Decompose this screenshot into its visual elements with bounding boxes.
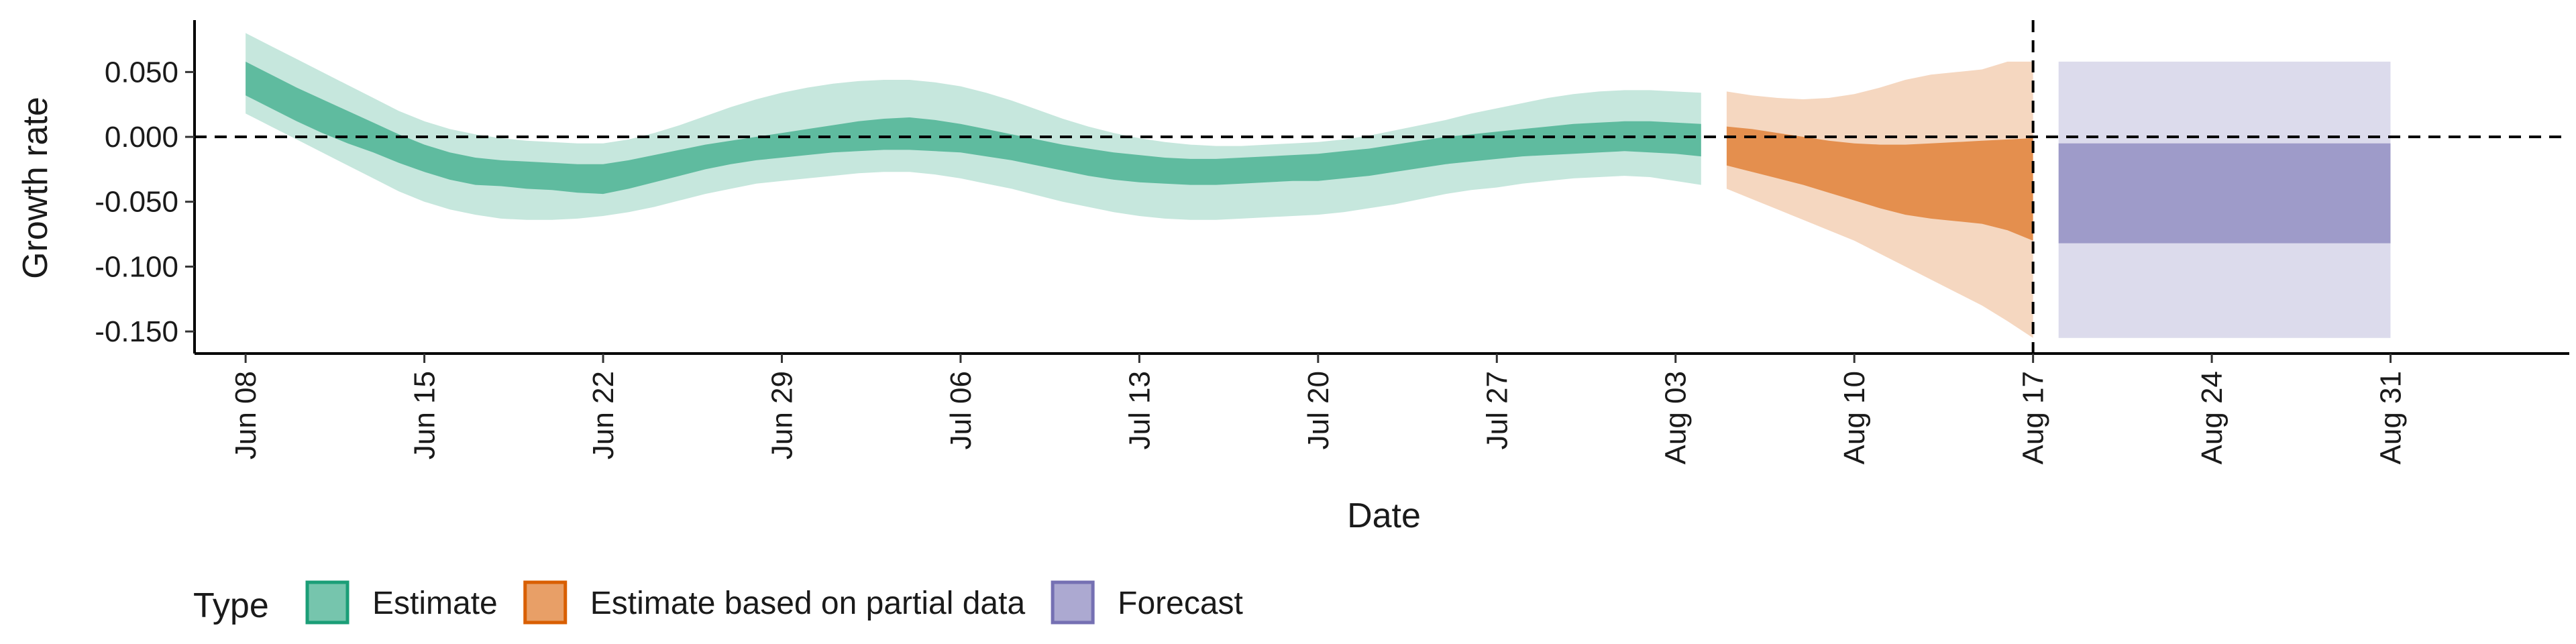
y-tick-label: 0.000: [105, 121, 178, 154]
x-tick-label: Jul 13: [1123, 371, 1156, 449]
x-tick-label: Aug 24: [2196, 371, 2229, 464]
interval-bands: [246, 33, 2391, 338]
x-tick-label: Aug 10: [1838, 371, 1871, 464]
y-tick-label: -0.100: [95, 250, 178, 283]
y-tick-label: -0.150: [95, 315, 178, 348]
x-axis-title: Date: [1347, 496, 1421, 535]
y-axis-ticks: 0.050 0.000 -0.050 -0.100 -0.150: [95, 56, 195, 348]
x-tick-label: Aug 03: [1660, 371, 1693, 464]
legend: Type Estimate Estimate based on partial d…: [193, 580, 1243, 625]
x-tick-label: Aug 17: [2017, 371, 2050, 464]
x-tick-label: Jun 22: [587, 371, 620, 460]
legend-label-estimate-based-on-partial-data: Estimate based on partial data: [590, 586, 1026, 621]
legend-key-forecast: [1051, 580, 1095, 625]
x-tick-label: Jun 08: [229, 371, 262, 460]
legend-label-estimate: Estimate: [372, 586, 498, 621]
estimate-based-on-partial-data-band-50: [1726, 126, 2033, 241]
x-tick-label: Aug 31: [2375, 371, 2408, 464]
axes: [193, 20, 2569, 355]
x-tick-label: Jul 20: [1302, 371, 1335, 449]
x-tick-label: Jun 29: [766, 371, 799, 460]
legend-key-estimate: [305, 580, 350, 625]
x-tick-label: Jul 06: [945, 371, 977, 449]
x-axis-ticks: Jun 08 Jun 15 Jun 22 Jun 29 Jul 06 Jul 13 Jul …: [229, 354, 2408, 464]
y-axis-title: Growth rate: [16, 97, 55, 279]
x-tick-label: Jul 27: [1481, 371, 1513, 449]
legend-key-estimate-based-on-partial-data: [523, 580, 568, 625]
estimate-band-50: [246, 61, 1701, 195]
legend-label-forecast: Forecast: [1118, 586, 1243, 621]
x-tick-label: Jun 15: [409, 371, 441, 460]
y-tick-label: -0.050: [95, 186, 178, 219]
y-tick-label: 0.050: [105, 56, 178, 89]
reference-lines: [195, 20, 2569, 354]
forecast-band-50: [2058, 143, 2391, 244]
legend-title: Type: [193, 586, 269, 625]
